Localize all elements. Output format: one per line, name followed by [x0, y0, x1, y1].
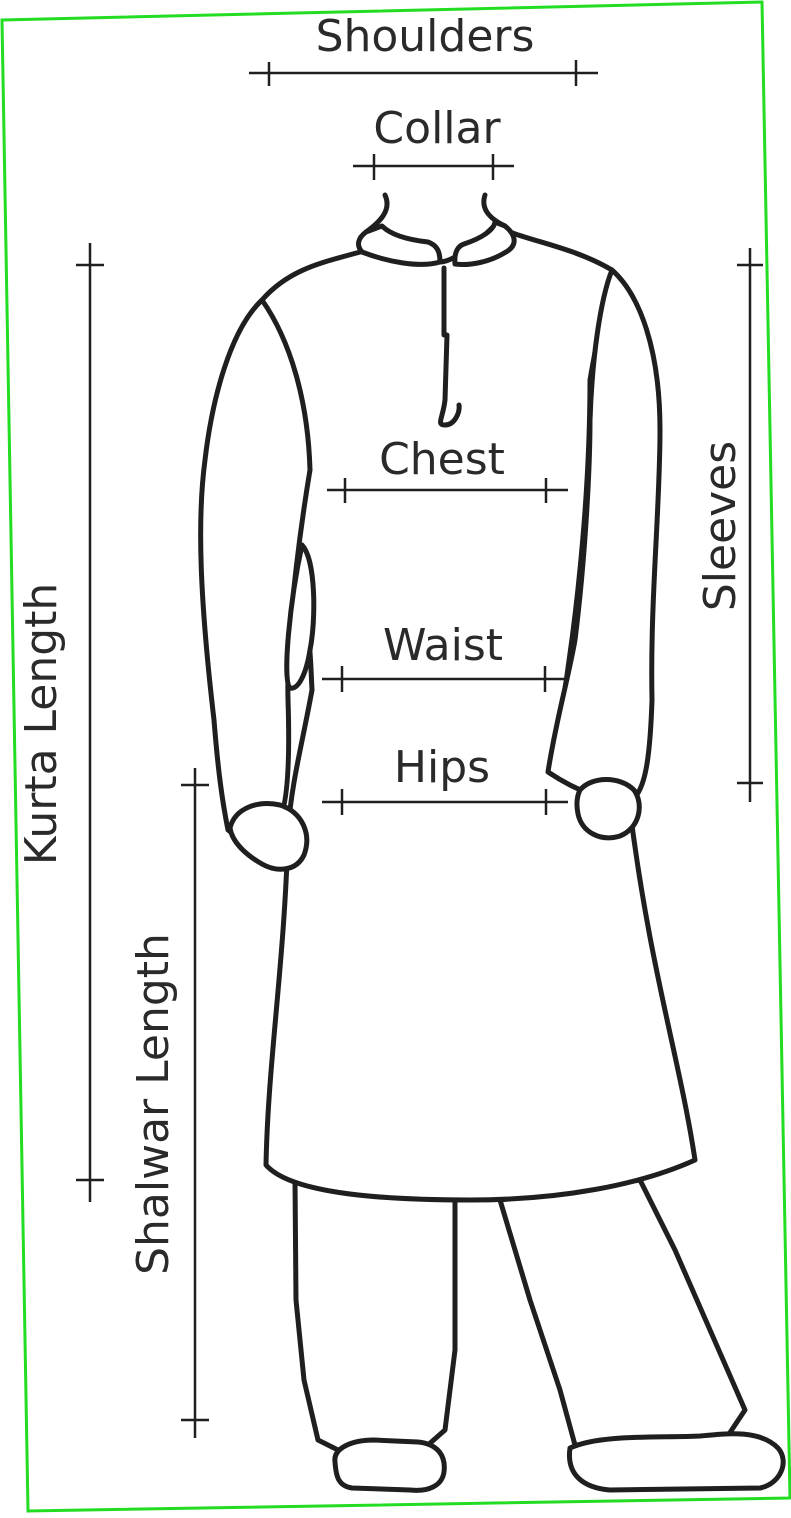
measurement-lines — [76, 60, 763, 1438]
chest-measure-line — [327, 478, 568, 503]
collar-measure-line — [353, 154, 514, 180]
shalwar-length-measure-line — [181, 768, 209, 1438]
shalwar-length-label: Shalwar Length — [128, 933, 179, 1275]
shoulders-label: Shoulders — [316, 11, 535, 62]
shoulders-measure-line — [249, 60, 598, 86]
hips-label: Hips — [394, 742, 490, 793]
kurta-length-label: Kurta Length — [16, 583, 67, 866]
kurta-length-measure-line — [76, 243, 104, 1202]
shalwar-legs — [292, 1177, 786, 1493]
waist-label: Waist — [383, 620, 503, 671]
sleeves-measure-line — [737, 248, 763, 802]
sleeves-label: Sleeves — [695, 441, 746, 611]
hips-measure-line — [322, 789, 568, 815]
chest-label: Chest — [379, 434, 505, 485]
waist-measure-line — [322, 666, 565, 692]
collar-label: Collar — [373, 103, 501, 154]
kurta-figure — [198, 192, 786, 1493]
